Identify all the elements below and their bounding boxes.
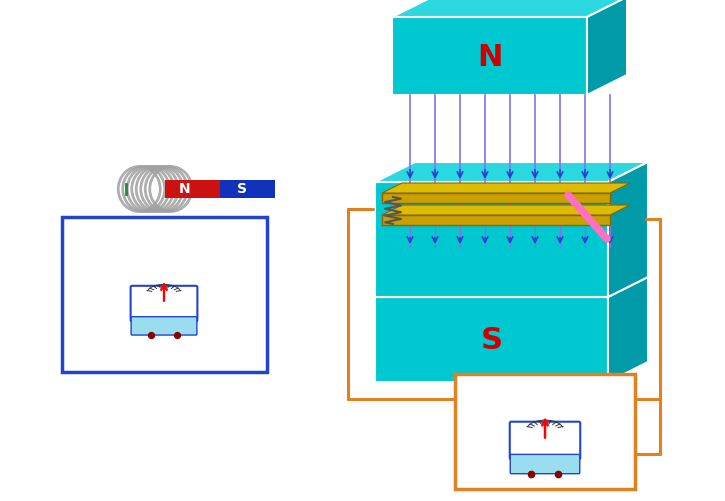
FancyBboxPatch shape: [510, 422, 580, 459]
Polygon shape: [375, 278, 648, 298]
Polygon shape: [375, 183, 608, 298]
Text: N: N: [179, 182, 191, 195]
Polygon shape: [587, 0, 627, 96]
Polygon shape: [382, 184, 630, 193]
Polygon shape: [382, 205, 630, 215]
Polygon shape: [392, 0, 627, 18]
Polygon shape: [375, 163, 648, 183]
Text: S: S: [481, 325, 502, 354]
Bar: [455, 374, 635, 489]
Text: N: N: [477, 43, 502, 71]
FancyBboxPatch shape: [130, 286, 197, 322]
Text: S: S: [237, 182, 247, 195]
Polygon shape: [375, 298, 608, 382]
Polygon shape: [392, 18, 587, 96]
Polygon shape: [608, 278, 648, 382]
Bar: [165, 181, 220, 198]
Polygon shape: [608, 163, 648, 298]
Bar: [62, 217, 267, 372]
FancyBboxPatch shape: [131, 317, 197, 335]
Bar: [220, 181, 275, 198]
Bar: [382, 215, 610, 225]
Bar: [382, 193, 610, 203]
FancyBboxPatch shape: [510, 454, 580, 474]
